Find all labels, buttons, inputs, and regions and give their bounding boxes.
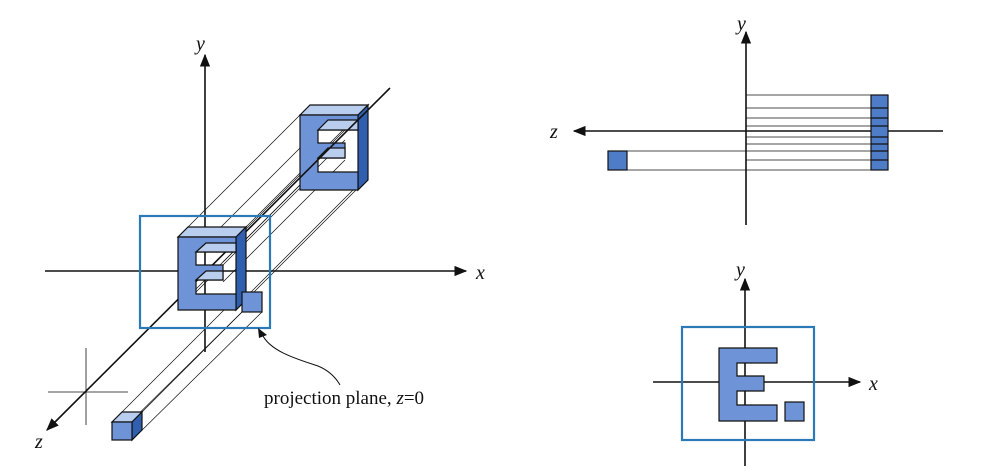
front-y-label: y <box>734 259 745 281</box>
front-x-label: x <box>868 373 878 395</box>
caption-leader <box>261 333 341 386</box>
projection-plane-caption: projection plane, z=0 <box>264 388 424 409</box>
caption-suffix: =0 <box>404 388 424 409</box>
front-view: y x <box>653 259 878 466</box>
side-y-label: y <box>735 13 746 35</box>
side-projector-lines <box>627 94 871 171</box>
left-x-label: x <box>475 262 485 284</box>
caption-variable: z <box>395 388 404 409</box>
caption-prefix: projection plane, <box>264 388 396 409</box>
side-cube <box>607 150 628 171</box>
plane-cube <box>241 291 263 313</box>
left-y-label: y <box>194 33 205 55</box>
projection-plane <box>138 214 272 330</box>
near-e-block <box>176 225 248 312</box>
side-z-label: z <box>549 121 558 143</box>
side-view: y z <box>549 13 943 225</box>
front-cube <box>784 401 805 422</box>
z-axis <box>46 87 391 431</box>
far-e-block <box>298 103 370 192</box>
near-cube <box>110 410 144 442</box>
front-projection-plane <box>680 325 816 442</box>
front-e-shape <box>718 347 778 422</box>
reference-cross <box>48 348 128 425</box>
left-z-label: z <box>34 431 43 453</box>
perspective-view: y x z projection plane, z=0 <box>34 33 485 453</box>
side-e-block <box>870 94 889 171</box>
